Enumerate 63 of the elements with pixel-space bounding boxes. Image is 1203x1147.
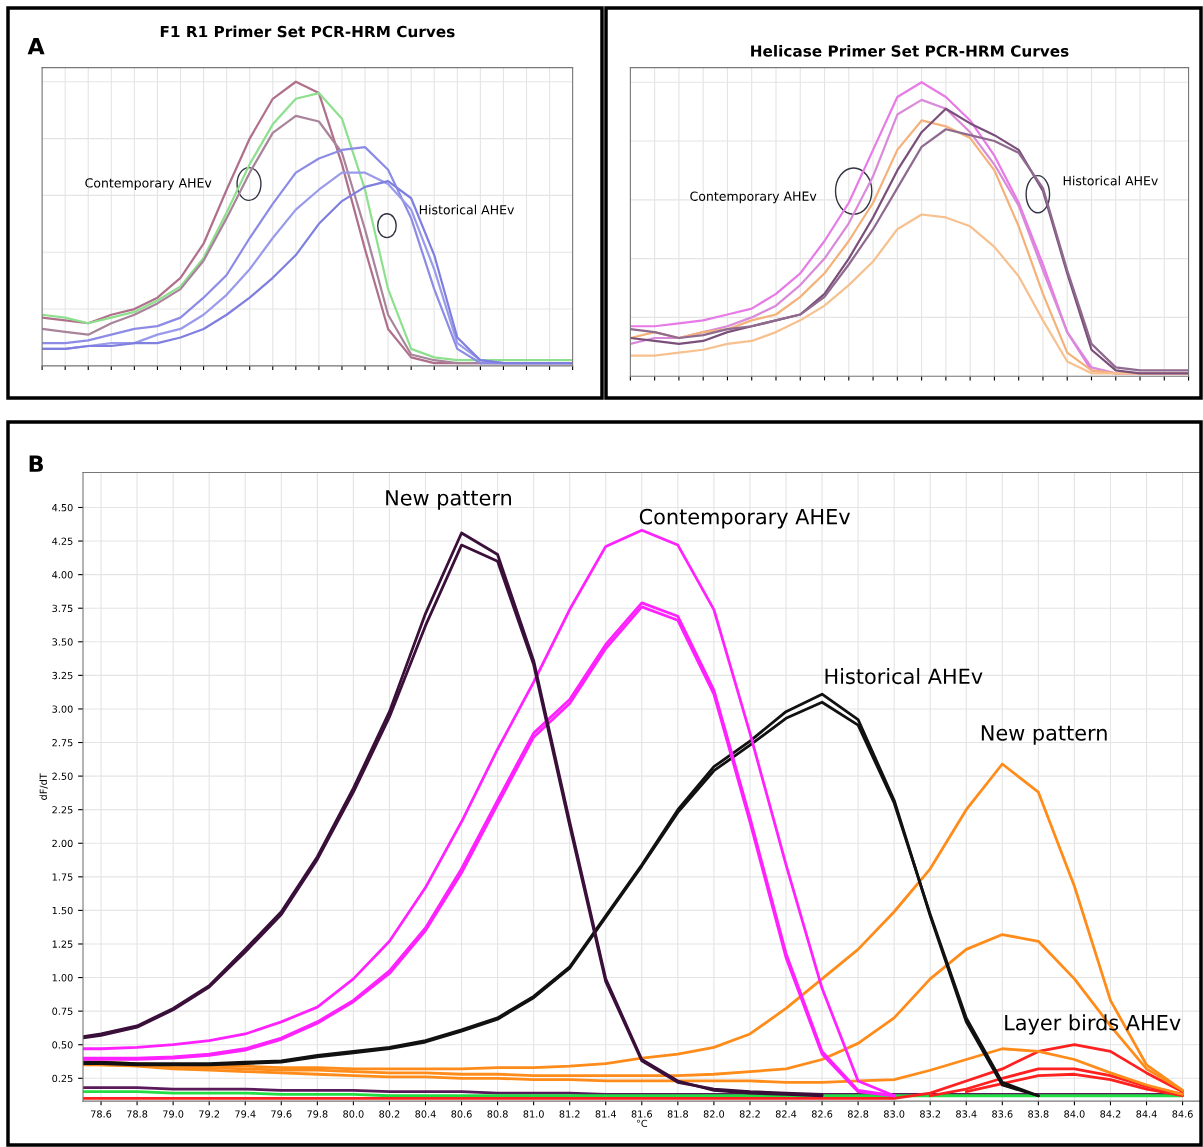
x-tick-label: 82.4 bbox=[775, 1110, 797, 1118]
annotation: Historical AHEv bbox=[825, 668, 983, 685]
x-tick-label: 79.0 bbox=[163, 1110, 184, 1118]
y-tick-label: 4.00 bbox=[52, 571, 73, 579]
y-tick-label: 1.50 bbox=[52, 906, 73, 915]
y-tick-label: 2.00 bbox=[52, 839, 73, 848]
text: A bbox=[27, 38, 45, 55]
y-tick-label: 4.25 bbox=[52, 537, 73, 545]
x-tick-label: 79.8 bbox=[307, 1110, 328, 1118]
y-tick-label: 1.75 bbox=[52, 873, 73, 881]
x-tick-label: 81.8 bbox=[667, 1110, 689, 1118]
annotation: New pattern bbox=[386, 490, 511, 510]
y-tick-label: 2.25 bbox=[52, 806, 73, 814]
annotation: Contemporary AHEv bbox=[639, 508, 850, 529]
x-tick-label: 80.2 bbox=[379, 1110, 400, 1118]
x-tick-label: 80.4 bbox=[415, 1110, 436, 1118]
y-tick-label: 2.75 bbox=[52, 739, 73, 747]
y-tick-label: 3.50 bbox=[52, 638, 73, 646]
chart-title: Helicase Primer Set PCR-HRM Curves bbox=[751, 44, 1069, 57]
y-tick-label: 4.50 bbox=[52, 503, 73, 512]
chart-title: F1 R1 Primer Set PCR-HRM Curves bbox=[160, 25, 455, 38]
y-axis-title: dF/dT bbox=[39, 773, 48, 800]
x-tick-label: 82.8 bbox=[847, 1110, 869, 1118]
x-tick-label: 83.6 bbox=[992, 1110, 1013, 1118]
x-tick-label: 81.6 bbox=[631, 1110, 653, 1118]
x-tick-label: 84.0 bbox=[1064, 1110, 1085, 1118]
x-tick-label: 83.2 bbox=[920, 1110, 941, 1118]
x-tick-label: 80.8 bbox=[487, 1110, 508, 1118]
x-tick-label: 84.4 bbox=[1136, 1110, 1157, 1118]
x-tick-label: 84.2 bbox=[1100, 1110, 1121, 1118]
x-tick-label: 79.4 bbox=[235, 1110, 256, 1118]
x-tick-label: 81.2 bbox=[559, 1110, 580, 1118]
y-tick-label: 0.25 bbox=[52, 1074, 73, 1083]
annotation: Historical AHEv bbox=[419, 204, 515, 215]
x-tick-label: 78.6 bbox=[91, 1110, 112, 1118]
y-tick-label: 3.25 bbox=[52, 671, 73, 680]
annotation: Contemporary AHEv bbox=[690, 191, 817, 204]
annotation: Contemporary AHEv bbox=[85, 178, 212, 191]
text: B bbox=[29, 455, 43, 472]
x-tick-label: 78.8 bbox=[127, 1110, 148, 1118]
y-tick-label: 0.75 bbox=[52, 1007, 73, 1015]
x-tick-label: 84.6 bbox=[1172, 1110, 1193, 1118]
annotation: New pattern bbox=[981, 725, 1107, 745]
x-tick-label: 83.0 bbox=[883, 1110, 905, 1118]
x-tick-label: 81.0 bbox=[523, 1110, 544, 1118]
x-tick-label: 79.6 bbox=[271, 1110, 292, 1118]
y-tick-label: 1.00 bbox=[52, 974, 73, 982]
x-tick-label: 82.2 bbox=[739, 1110, 760, 1118]
y-tick-label: 1.25 bbox=[52, 940, 73, 948]
x-tick-label: 79.2 bbox=[199, 1110, 220, 1118]
x-tick-label: 80.6 bbox=[451, 1110, 472, 1118]
x-tick-label: 82.0 bbox=[703, 1110, 725, 1118]
x-tick-label: 81.4 bbox=[595, 1110, 617, 1118]
annotation: Historical AHEv bbox=[1063, 175, 1158, 186]
y-tick-label: 3.75 bbox=[52, 604, 73, 613]
y-tick-label: 2.50 bbox=[52, 772, 73, 780]
x-tick-label: 82.6 bbox=[811, 1110, 833, 1118]
x-tick-label: 80.0 bbox=[343, 1110, 364, 1118]
y-tick-label: 0.50 bbox=[52, 1041, 73, 1049]
y-tick-label: 3.00 bbox=[52, 705, 73, 713]
x-tick-label: 83.8 bbox=[1028, 1110, 1049, 1118]
x-tick-label: 83.4 bbox=[956, 1110, 977, 1118]
x-axis-title: °C bbox=[636, 1119, 648, 1128]
